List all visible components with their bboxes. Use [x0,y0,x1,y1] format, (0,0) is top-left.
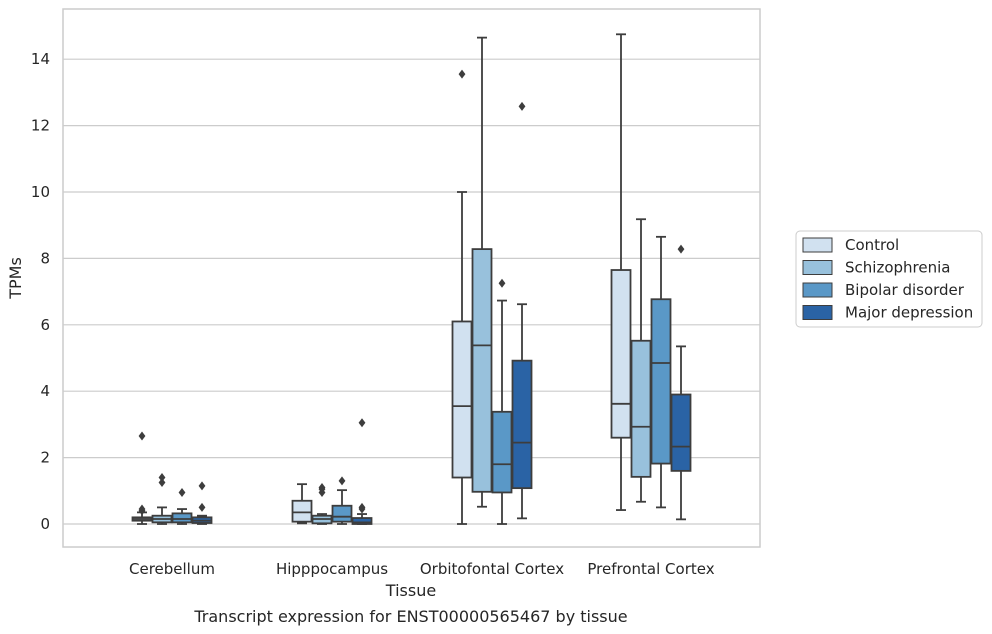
outlier-point [358,418,366,428]
outlier-point [178,487,186,497]
legend-swatch [802,260,833,275]
outlier-point [518,101,526,111]
box-group [630,218,652,503]
legend-label: Major depression [845,304,973,322]
box-group [291,483,313,525]
outlier-point [138,431,146,441]
x-tick-label: Hipppocampus [276,560,388,578]
box-group [511,101,533,520]
outlier-point [458,69,466,79]
y-tick-label: 14 [31,50,50,68]
legend-frame [795,230,983,328]
box-group [670,244,692,521]
box [670,393,692,472]
box-group [131,431,153,525]
legend: Control Schizophrenia Bipolar disorder Majo… [795,230,983,328]
y-tick-label: 2 [40,449,50,467]
box-group [650,235,672,509]
legend-label: Control [845,236,899,254]
outlier-point [338,476,346,486]
box [471,248,493,493]
outlier-point [138,504,146,514]
y-tick-label: 0 [40,515,50,533]
box-group [171,487,193,525]
box [291,499,313,523]
x-axis-label: Tissue [385,581,436,600]
grid-lines [63,58,760,525]
box [650,298,672,465]
y-axis-label: TPMs [6,257,25,300]
box [630,339,652,478]
box-group [610,33,632,511]
legend-swatch [802,282,833,298]
boxes-layer [131,33,692,525]
box [351,517,373,525]
box-group [151,473,173,525]
y-tick-label: 10 [31,183,50,201]
box [491,410,513,494]
x-tick-label: Prefrontal Cortex [587,560,714,578]
box-group [491,278,513,525]
outlier-point [198,481,206,491]
box-group [331,476,353,525]
x-tick-label: Orbitofontal Cortex [420,560,564,578]
outlier-point [677,244,685,254]
legend-swatch [802,237,833,253]
legend-swatch [802,305,833,320]
box-group [191,481,213,525]
outlier-point [358,502,366,512]
x-tick-labels: Cerebellum Hipppocampus Orbitofontal Corte… [129,560,715,578]
box [610,269,632,439]
legend-label: Bipolar disorder [845,281,965,299]
box [451,320,473,479]
box [171,512,193,524]
box [511,359,533,490]
outlier-point [158,473,166,483]
box-group [471,36,493,508]
y-tick-label: 4 [40,382,50,400]
box-group [311,482,333,525]
outlier-point [158,478,166,487]
legend-label: Schizophrenia [845,259,950,277]
box-group [451,69,473,525]
outlier-point [198,502,206,512]
x-tick-label: Cerebellum [129,560,215,578]
y-tick-label: 8 [40,249,50,267]
outlier-point [498,278,506,288]
y-tick-label: 6 [40,316,50,334]
box [331,504,353,523]
outlier-point [318,482,326,492]
y-tick-label: 12 [31,117,50,135]
box-group [351,418,373,525]
chart-caption: Transcript expression for ENST0000056546… [193,607,627,626]
plot-frame [62,8,761,548]
y-tick-labels: 0 2 4 6 8 10 12 14 [31,50,50,533]
